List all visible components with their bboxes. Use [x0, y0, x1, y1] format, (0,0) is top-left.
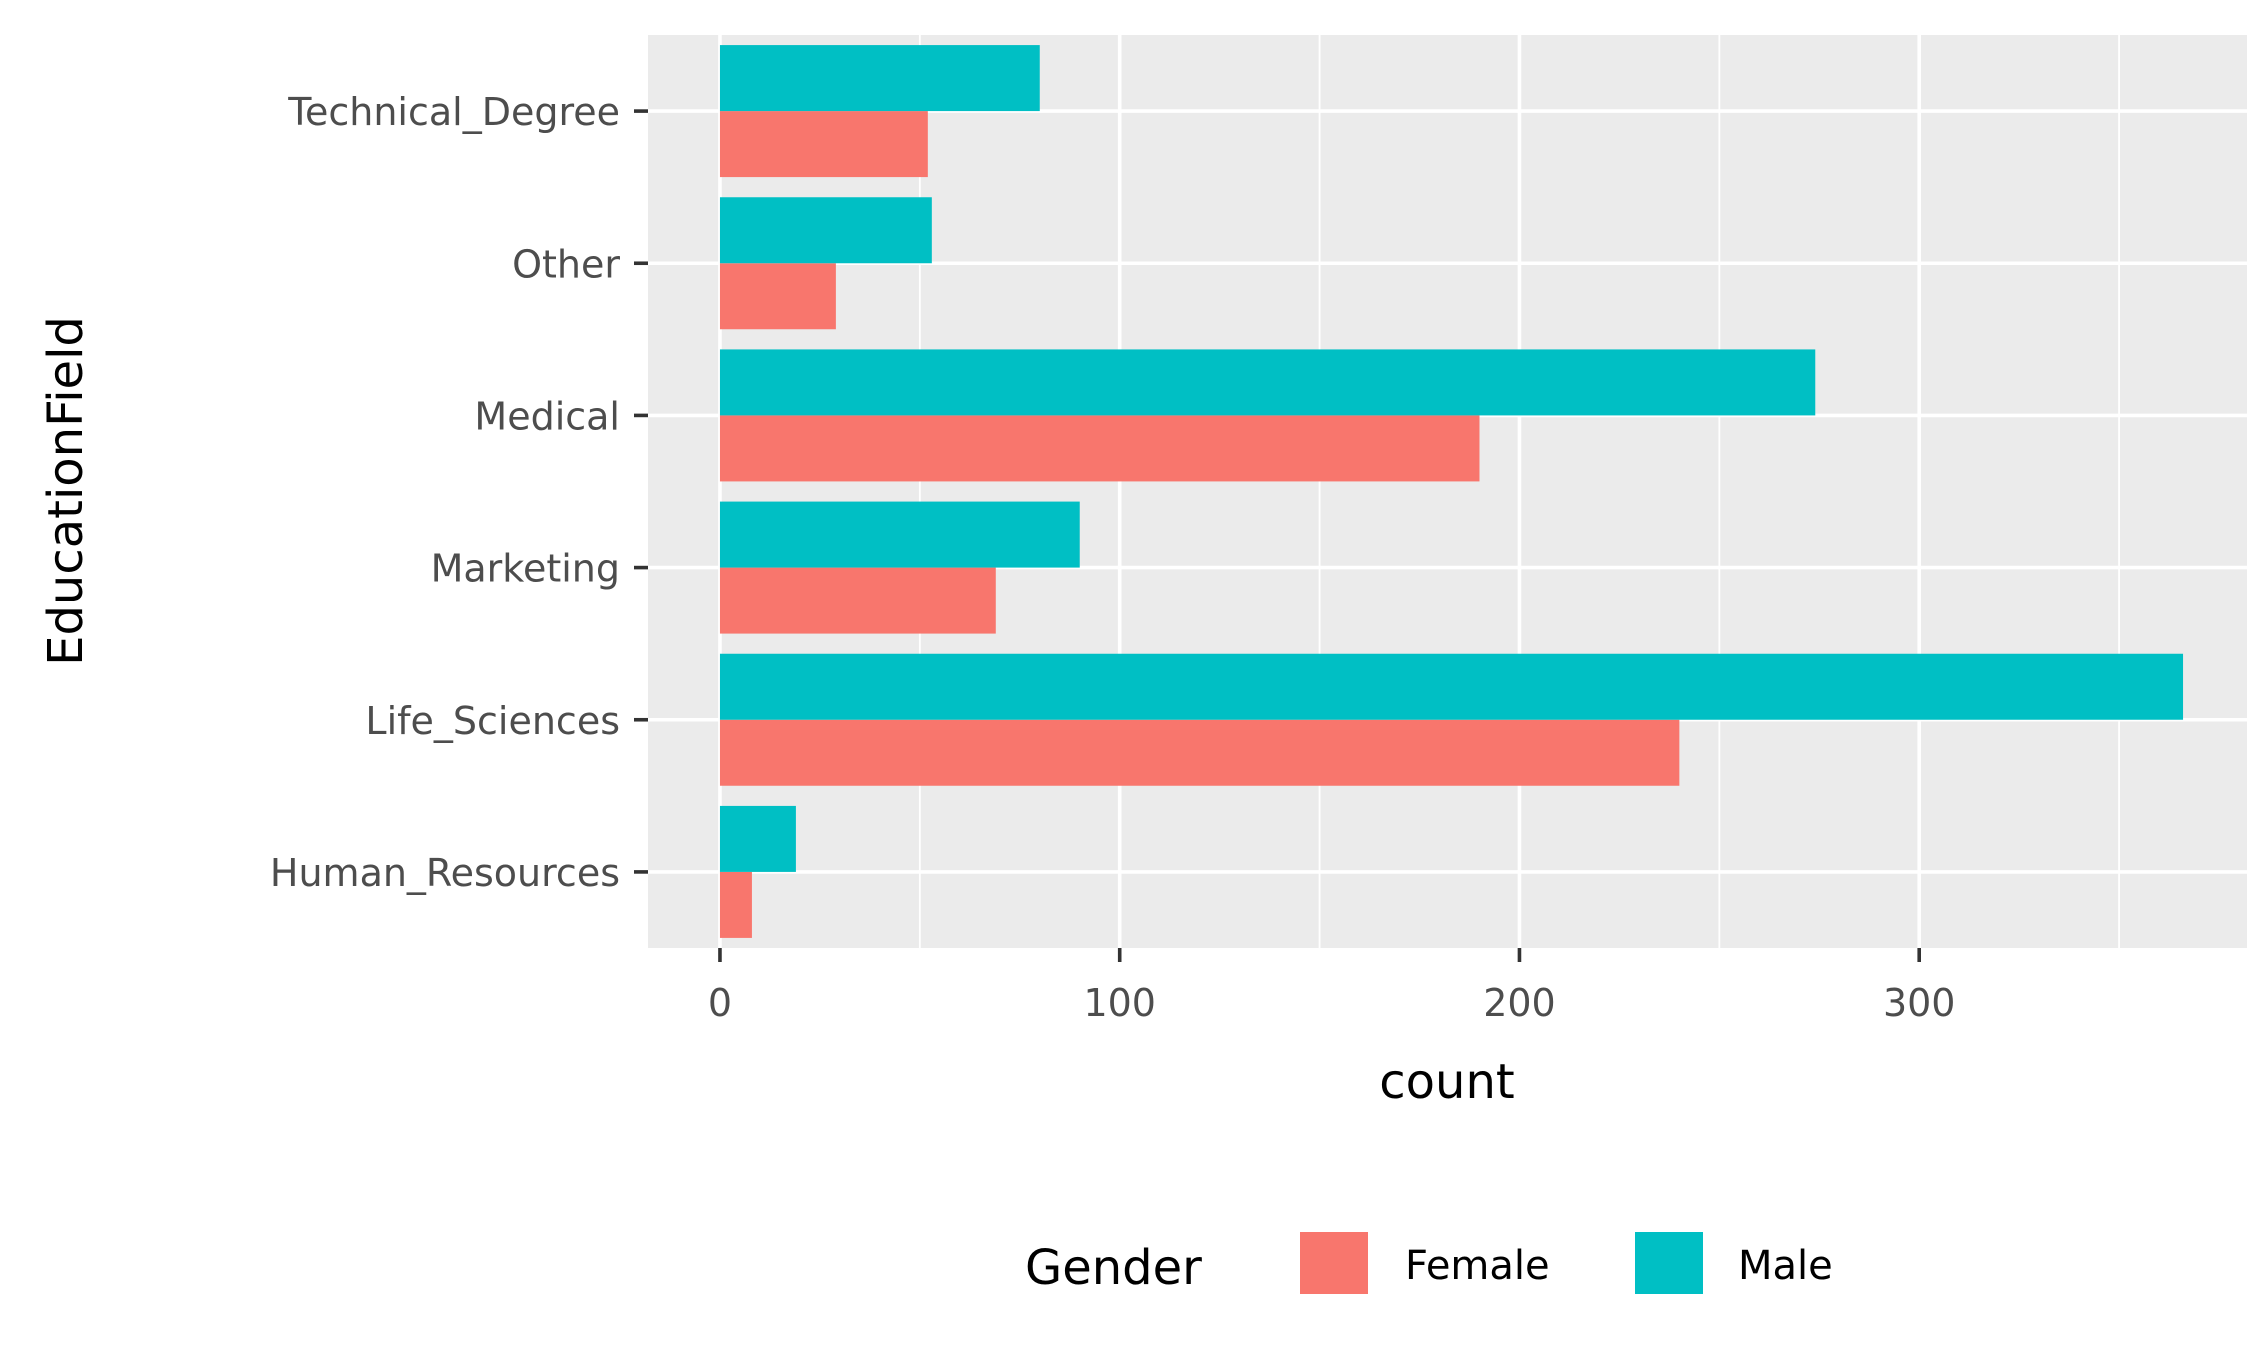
x-tick-label: 200: [1483, 981, 1556, 1025]
bar-female-other: [719, 263, 836, 330]
grid-minor: [918, 35, 2120, 948]
y-tick-label: Medical: [474, 394, 620, 438]
legend-key-male: [1635, 1232, 1703, 1294]
plot-panel: [648, 35, 2247, 948]
legend: Gender Female Male: [1025, 1232, 1833, 1296]
bar-female-marketing: [719, 567, 996, 634]
bar-female-life-sciences: [719, 719, 1680, 786]
y-tick-label: Technical_Degree: [287, 90, 620, 134]
y-tick-label: Human_Resources: [270, 851, 620, 895]
bar-male-medical: [719, 349, 1816, 416]
x-axis: 0 100 200 300: [708, 948, 1956, 1025]
bars: [719, 45, 2184, 938]
bar-male-life-sciences: [719, 653, 2184, 720]
bar-male-marketing: [719, 501, 1080, 568]
bar-female-medical: [719, 415, 1480, 482]
y-axis: Human_Resources Life_Sciences Marketing Med…: [270, 90, 648, 895]
x-tick-label: 100: [1083, 981, 1156, 1025]
bar-male-technical-degree: [719, 45, 1040, 112]
y-tick-label: Other: [512, 242, 620, 286]
bar-female-technical-degree: [719, 111, 928, 178]
x-axis-title: count: [1379, 1054, 1514, 1110]
x-tick-label: 0: [708, 981, 732, 1025]
y-axis-title: EducationField: [38, 316, 94, 666]
legend-title: Gender: [1025, 1240, 1202, 1296]
bar-male-human-resources: [719, 805, 796, 872]
y-tick-label: Marketing: [431, 547, 620, 591]
legend-label-female: Female: [1405, 1243, 1550, 1289]
legend-key-female: [1300, 1232, 1368, 1294]
y-tick-label: Life_Sciences: [365, 699, 620, 743]
x-tick-label: 300: [1883, 981, 1956, 1025]
bar-male-other: [719, 197, 932, 264]
legend-label-male: Male: [1738, 1243, 1833, 1289]
bar-female-human-resources: [719, 871, 752, 938]
